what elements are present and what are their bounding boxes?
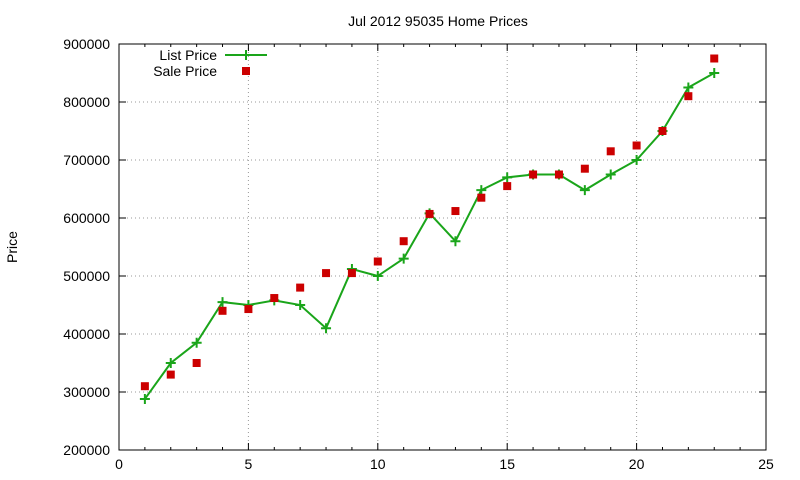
data-point <box>529 170 538 179</box>
y-tick-label: 800000 <box>63 94 110 110</box>
data-point <box>425 209 434 218</box>
data-point <box>217 297 228 308</box>
data-point <box>140 382 149 391</box>
chart-title: Jul 2012 95035 Home Prices <box>348 13 528 29</box>
data-point <box>658 127 667 135</box>
plot-frame <box>118 43 767 451</box>
y-tick-label: 500000 <box>63 268 110 284</box>
data-point <box>192 359 201 367</box>
legend-label: List Price <box>159 47 217 63</box>
series-line <box>144 72 715 400</box>
y-tick-label: 600000 <box>63 210 110 226</box>
grid <box>119 44 766 450</box>
legend-label: Sale Price <box>153 63 217 79</box>
data-point <box>502 172 513 183</box>
y-axis-label: Price <box>4 231 20 263</box>
data-point <box>683 82 694 93</box>
data-point <box>270 294 279 303</box>
series-sale-price <box>140 54 719 391</box>
data-point <box>165 358 176 368</box>
data-point <box>554 170 563 179</box>
legend-marker <box>241 50 251 60</box>
data-point <box>295 300 306 310</box>
data-point <box>605 169 616 180</box>
data-point <box>477 193 486 202</box>
x-tick-label: 5 <box>245 456 253 472</box>
x-tick-label: 15 <box>499 456 515 472</box>
data-point <box>372 271 383 281</box>
data-point <box>244 305 253 314</box>
data-point <box>347 269 356 278</box>
data-point <box>398 253 409 264</box>
y-tick-label: 200000 <box>63 442 110 458</box>
data-point <box>191 337 202 348</box>
y-tick-label: 900000 <box>63 36 110 52</box>
y-tick-label: 300000 <box>63 384 110 400</box>
data-point <box>321 323 332 334</box>
data-point <box>373 257 382 266</box>
data-point <box>399 237 408 246</box>
data-point <box>139 393 150 404</box>
data-point <box>296 283 305 292</box>
data-point <box>632 141 641 150</box>
x-tick-label: 25 <box>758 456 774 472</box>
y-tick-label: 700000 <box>63 152 110 168</box>
series-layer <box>139 54 720 404</box>
data-point <box>166 370 175 379</box>
axes: 0 5 10 15 20 25 200000 300000 400000 500000 600000… <box>63 36 774 472</box>
x-tick-label: 10 <box>370 456 386 472</box>
x-tick-label: 20 <box>629 456 645 472</box>
data-point <box>684 92 693 101</box>
x-tick-label: 0 <box>115 456 123 472</box>
legend-marker <box>242 67 250 75</box>
data-point <box>710 54 719 63</box>
data-point <box>450 236 461 247</box>
series-list-price <box>139 68 720 404</box>
data-point <box>476 185 487 196</box>
data-point <box>580 164 589 173</box>
data-point <box>503 182 512 191</box>
data-point <box>218 306 227 315</box>
data-point <box>709 68 720 78</box>
data-point <box>451 207 460 216</box>
data-point <box>322 269 331 278</box>
data-point <box>606 147 615 156</box>
y-tick-label: 400000 <box>63 326 110 342</box>
data-point <box>579 185 590 196</box>
data-point <box>631 155 642 165</box>
